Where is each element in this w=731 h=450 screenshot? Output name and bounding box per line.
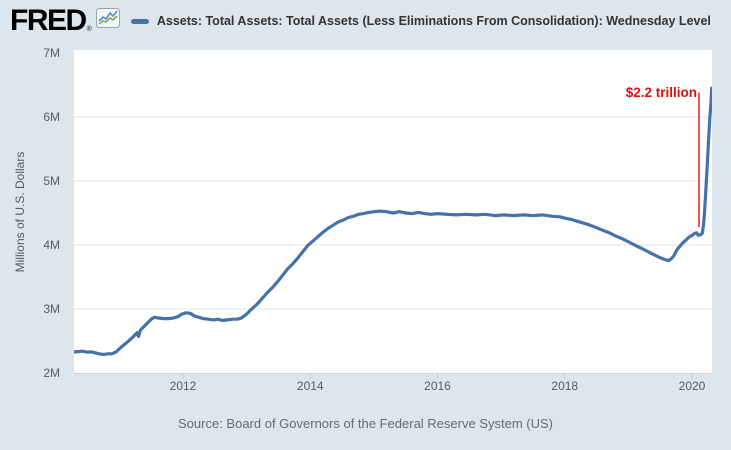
fred-registered-mark: ® <box>86 26 92 33</box>
x-tick-label-2014: 2014 <box>296 379 324 393</box>
fred-logo-chart-icon <box>95 8 120 33</box>
legend: Assets: Total Assets: Total Assets (Less… <box>130 14 711 28</box>
header: FRED ® Assets: Total Assets: Total Asset… <box>10 5 711 37</box>
x-tick-label-2012: 2012 <box>169 379 197 393</box>
fred-logo[interactable]: FRED ® <box>10 4 120 37</box>
series-title: Assets: Total Assets: Total Assets (Less… <box>156 14 711 28</box>
legend-line-swatch <box>130 18 149 24</box>
y-axis-title: Millions of U.S. Dollars <box>13 151 27 273</box>
x-tick-label-2018: 2018 <box>551 379 579 393</box>
y-tick-label-7M: 7M <box>43 46 60 60</box>
x-tick-label-2020: 2020 <box>678 379 706 393</box>
y-tick-label-4M: 4M <box>43 238 60 252</box>
y-tick-label-2M: 2M <box>43 366 60 380</box>
y-tick-label-6M: 6M <box>43 110 60 124</box>
source-line: Source: Board of Governors of the Federa… <box>178 416 553 431</box>
series-line <box>74 86 712 356</box>
y-tick-label-5M: 5M <box>43 174 60 188</box>
annotation-text: $2.2 trillion <box>625 85 697 100</box>
x-tick-label-2016: 2016 <box>424 379 451 393</box>
fred-logo-text: FRED <box>10 4 87 37</box>
y-tick-label-3M: 3M <box>43 302 60 316</box>
